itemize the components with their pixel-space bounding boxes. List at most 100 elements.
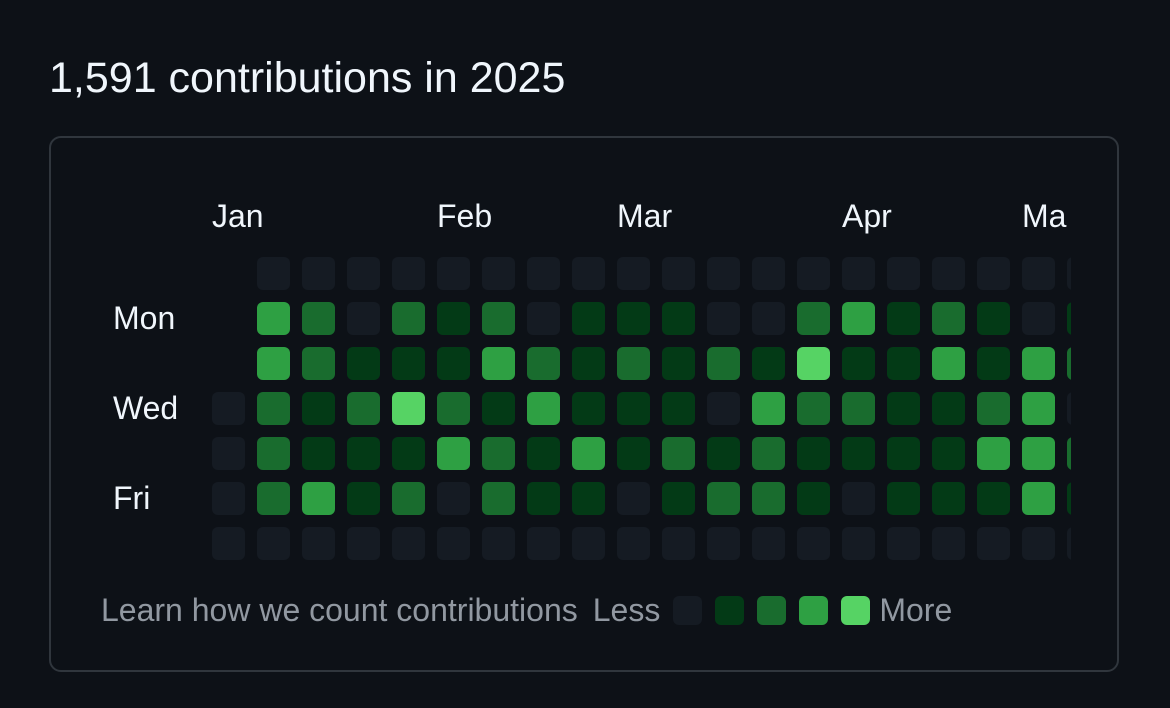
- contribution-cell[interactable]: [347, 392, 380, 425]
- contribution-cell[interactable]: [257, 437, 290, 470]
- contribution-cell[interactable]: [572, 257, 605, 290]
- contribution-cell[interactable]: [752, 482, 785, 515]
- contribution-cell[interactable]: [302, 482, 335, 515]
- contribution-cell[interactable]: [887, 527, 920, 560]
- contribution-cell[interactable]: [752, 527, 785, 560]
- contribution-cell[interactable]: [977, 392, 1010, 425]
- contribution-cell[interactable]: [1022, 302, 1055, 335]
- contribution-cell[interactable]: [887, 437, 920, 470]
- contribution-cell[interactable]: [482, 482, 515, 515]
- contribution-cell[interactable]: [707, 482, 740, 515]
- contribution-cell[interactable]: [302, 257, 335, 290]
- contribution-cell[interactable]: [707, 392, 740, 425]
- contribution-cell[interactable]: [797, 347, 830, 380]
- contribution-cell[interactable]: [257, 302, 290, 335]
- contribution-cell[interactable]: [1022, 482, 1055, 515]
- contribution-cell[interactable]: [437, 482, 470, 515]
- contribution-cell[interactable]: [437, 257, 470, 290]
- contribution-cell[interactable]: [302, 302, 335, 335]
- contribution-cell[interactable]: [437, 527, 470, 560]
- contribution-cell[interactable]: [932, 392, 965, 425]
- contribution-cell[interactable]: [1067, 302, 1071, 335]
- contribution-cell[interactable]: [797, 302, 830, 335]
- contribution-cell[interactable]: [752, 437, 785, 470]
- contribution-cell[interactable]: [662, 527, 695, 560]
- contribution-cell[interactable]: [392, 257, 425, 290]
- contribution-cell[interactable]: [842, 482, 875, 515]
- contribution-cell[interactable]: [662, 257, 695, 290]
- contribution-cell[interactable]: [1022, 257, 1055, 290]
- contribution-cell[interactable]: [347, 437, 380, 470]
- contribution-cell[interactable]: [977, 527, 1010, 560]
- contribution-cell[interactable]: [887, 347, 920, 380]
- contribution-cell[interactable]: [752, 302, 785, 335]
- contribution-cell[interactable]: [617, 482, 650, 515]
- contribution-cell[interactable]: [1022, 392, 1055, 425]
- contribution-cell[interactable]: [887, 482, 920, 515]
- contribution-cell[interactable]: [212, 482, 245, 515]
- contribution-cell[interactable]: [1067, 527, 1071, 560]
- contribution-cell[interactable]: [302, 392, 335, 425]
- contribution-cell[interactable]: [887, 257, 920, 290]
- contribution-cell[interactable]: [617, 392, 650, 425]
- contribution-cell[interactable]: [392, 527, 425, 560]
- contribution-cell[interactable]: [707, 527, 740, 560]
- contribution-cell[interactable]: [572, 527, 605, 560]
- contribution-cell[interactable]: [977, 347, 1010, 380]
- contribution-cell[interactable]: [302, 347, 335, 380]
- contribution-cell[interactable]: [932, 482, 965, 515]
- contribution-cell[interactable]: [1022, 437, 1055, 470]
- learn-contributions-link[interactable]: Learn how we count contributions: [101, 591, 578, 628]
- contribution-cell[interactable]: [482, 437, 515, 470]
- contribution-cell[interactable]: [347, 482, 380, 515]
- contribution-cell[interactable]: [482, 392, 515, 425]
- contribution-cell[interactable]: [797, 392, 830, 425]
- contribution-cell[interactable]: [347, 527, 380, 560]
- contribution-cell[interactable]: [617, 257, 650, 290]
- contribution-cell[interactable]: [437, 437, 470, 470]
- contribution-cell[interactable]: [617, 347, 650, 380]
- contribution-cell[interactable]: [842, 257, 875, 290]
- contribution-cell[interactable]: [1022, 347, 1055, 380]
- contribution-cell[interactable]: [797, 527, 830, 560]
- contribution-cell[interactable]: [707, 437, 740, 470]
- contribution-cell[interactable]: [392, 482, 425, 515]
- contribution-cell[interactable]: [662, 392, 695, 425]
- contribution-cell[interactable]: [572, 347, 605, 380]
- contribution-cell[interactable]: [617, 527, 650, 560]
- contribution-cell[interactable]: [302, 527, 335, 560]
- contribution-cell[interactable]: [842, 392, 875, 425]
- contribution-cell[interactable]: [527, 257, 560, 290]
- contribution-cell[interactable]: [212, 527, 245, 560]
- contribution-cell[interactable]: [752, 347, 785, 380]
- contribution-cell[interactable]: [257, 347, 290, 380]
- contribution-cell[interactable]: [1067, 482, 1071, 515]
- contribution-cell[interactable]: [932, 257, 965, 290]
- contribution-cell[interactable]: [527, 527, 560, 560]
- contribution-cell[interactable]: [797, 437, 830, 470]
- contribution-cell[interactable]: [887, 302, 920, 335]
- contribution-cell[interactable]: [1067, 437, 1071, 470]
- contribution-cell[interactable]: [482, 347, 515, 380]
- contribution-cell[interactable]: [977, 302, 1010, 335]
- contribution-cell[interactable]: [617, 437, 650, 470]
- contribution-cell[interactable]: [842, 347, 875, 380]
- contribution-cell[interactable]: [887, 392, 920, 425]
- contribution-cell[interactable]: [707, 347, 740, 380]
- contribution-cell[interactable]: [752, 392, 785, 425]
- contribution-cell[interactable]: [482, 302, 515, 335]
- contribution-cell[interactable]: [257, 527, 290, 560]
- contribution-cell[interactable]: [797, 482, 830, 515]
- contribution-cell[interactable]: [932, 437, 965, 470]
- contribution-cell[interactable]: [752, 257, 785, 290]
- contribution-cell[interactable]: [797, 257, 830, 290]
- contribution-cell[interactable]: [437, 302, 470, 335]
- contribution-cell[interactable]: [842, 437, 875, 470]
- contribution-cell[interactable]: [572, 482, 605, 515]
- contribution-cell[interactable]: [707, 302, 740, 335]
- contribution-cell[interactable]: [977, 482, 1010, 515]
- contribution-cell[interactable]: [437, 347, 470, 380]
- contribution-cell[interactable]: [932, 302, 965, 335]
- contribution-cell[interactable]: [392, 392, 425, 425]
- contribution-cell[interactable]: [977, 257, 1010, 290]
